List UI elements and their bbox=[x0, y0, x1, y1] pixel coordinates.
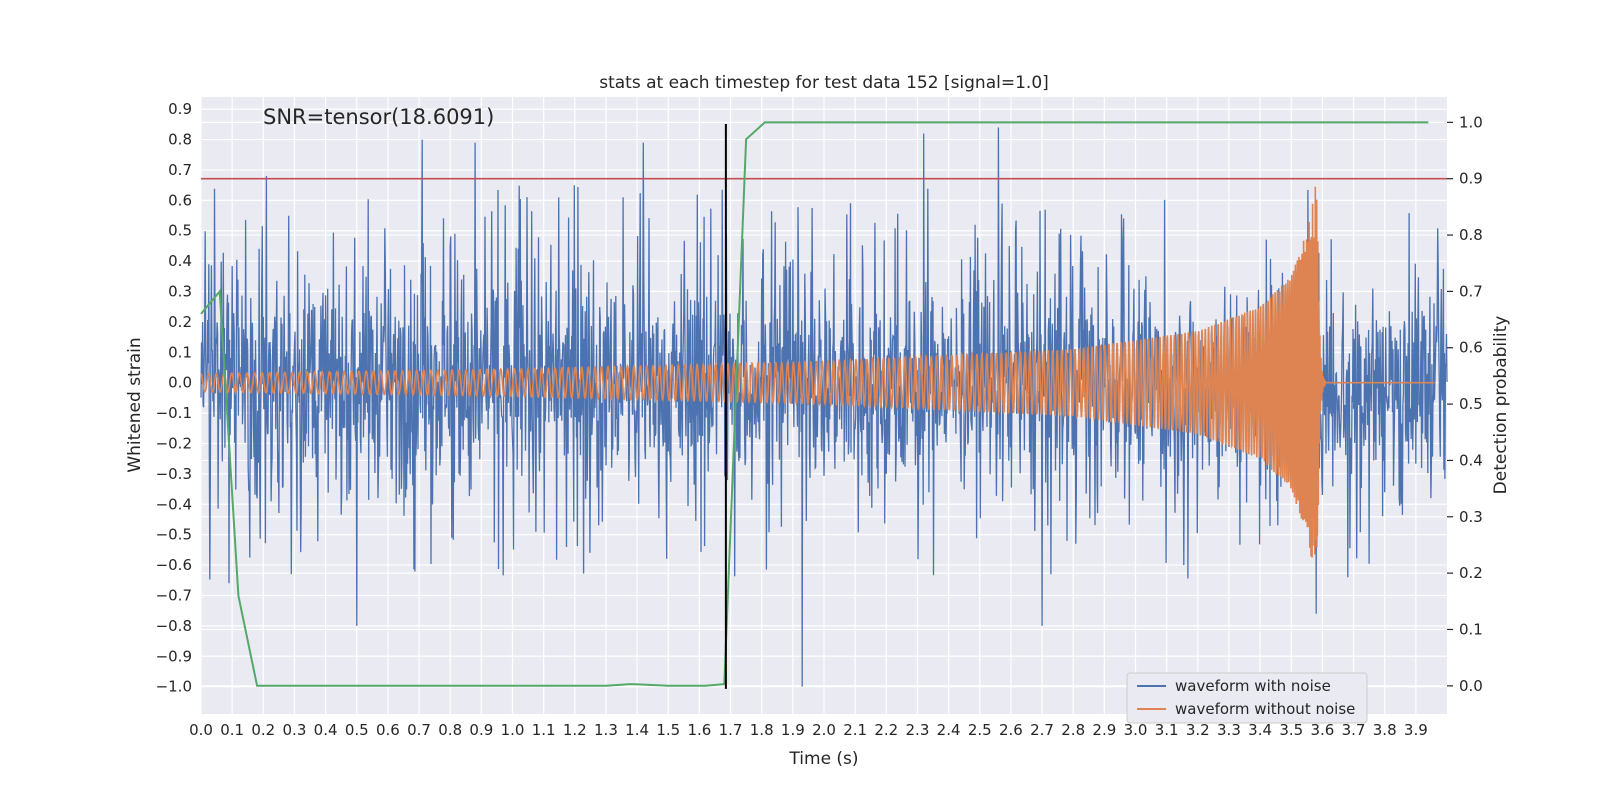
x-tick-label: 0.6 bbox=[376, 721, 400, 739]
x-tick-label: 0.7 bbox=[407, 721, 431, 739]
legend: waveform with noise waveform without noi… bbox=[1126, 672, 1368, 724]
y-tick-label: 0.5 bbox=[168, 222, 192, 240]
x-tick-label: 1.7 bbox=[719, 721, 743, 739]
x-tick-label: 1.2 bbox=[563, 721, 587, 739]
x-tick-label: 0.5 bbox=[345, 721, 369, 739]
y-tick-label: −0.8 bbox=[156, 617, 192, 635]
y-tick-label: 0.7 bbox=[168, 161, 192, 179]
y-tick-label: −0.9 bbox=[156, 647, 192, 665]
series-waveform-without-noise bbox=[200, 186, 1435, 558]
x-tick-label: 0.9 bbox=[469, 721, 493, 739]
x-tick-label: 2.1 bbox=[843, 721, 867, 739]
y-tick-label: −0.4 bbox=[156, 495, 192, 513]
x-tick-label: 1.1 bbox=[532, 721, 556, 739]
x-tick-label: 0.1 bbox=[220, 721, 244, 739]
x-tick-label: 1.5 bbox=[656, 721, 680, 739]
x-tick-label: 3.9 bbox=[1404, 721, 1428, 739]
y2-tick-label: 0.9 bbox=[1459, 170, 1483, 188]
x-tick-label: 3.5 bbox=[1279, 721, 1303, 739]
y2-tick-label: 0.6 bbox=[1459, 339, 1483, 357]
x-axis-label: Time (s) bbox=[788, 749, 858, 769]
y-tick-label: −0.5 bbox=[156, 526, 192, 544]
y-tick-label: −0.2 bbox=[156, 434, 192, 452]
x-tick-label: 2.4 bbox=[937, 721, 961, 739]
x-tick-label: 1.6 bbox=[687, 721, 711, 739]
x-tick-label: 0.3 bbox=[283, 721, 307, 739]
y-tick-label: −1.0 bbox=[156, 678, 192, 696]
x-tick-label: 3.0 bbox=[1124, 721, 1148, 739]
chart-title: stats at each timestep for test data 152… bbox=[599, 73, 1049, 93]
y2-tick-label: 0.7 bbox=[1459, 282, 1483, 300]
x-tick-label: 0.0 bbox=[189, 721, 213, 739]
x-tick-label: 0.4 bbox=[314, 721, 338, 739]
y-axis-ticks: 0.9 0.8 0.7 0.6 0.5 0.4 0.3 0.2 0.1 0.0 −0.1 −0.2 −0… bbox=[156, 100, 192, 695]
x-tick-label: 2.2 bbox=[874, 721, 898, 739]
x-tick-label: 3.1 bbox=[1155, 721, 1179, 739]
x-tick-label: 3.3 bbox=[1217, 721, 1241, 739]
x-tick-label: 2.3 bbox=[906, 721, 930, 739]
y-tick-label: −0.7 bbox=[156, 586, 192, 604]
y2-tick-label: 0.2 bbox=[1459, 564, 1483, 582]
y-tick-label: 0.4 bbox=[168, 252, 192, 270]
y-tick-label: 0.6 bbox=[168, 191, 192, 209]
x-tick-label: 2.9 bbox=[1092, 721, 1116, 739]
x-tick-label: 3.4 bbox=[1248, 721, 1272, 739]
x-tick-label: 2.5 bbox=[968, 721, 992, 739]
x-tick-label: 1.9 bbox=[781, 721, 805, 739]
y2-tick-label: 0.1 bbox=[1459, 620, 1483, 638]
snr-annotation: SNR=tensor(18.6091) bbox=[263, 105, 494, 129]
x-tick-label: 0.2 bbox=[251, 721, 275, 739]
y-tick-label: 0.9 bbox=[168, 100, 192, 118]
x-tick-label: 1.8 bbox=[750, 721, 774, 739]
x-tick-label: 1.4 bbox=[625, 721, 649, 739]
x-tick-label: 2.0 bbox=[812, 721, 836, 739]
overlays bbox=[200, 121, 1447, 689]
y-tick-label: 0.8 bbox=[168, 131, 192, 149]
detection-probability-line bbox=[200, 121, 1429, 687]
x-tick-label: 1.0 bbox=[501, 721, 525, 739]
y2-tick-label: 0.8 bbox=[1459, 226, 1483, 244]
y-tick-label: 0.1 bbox=[168, 343, 192, 361]
x-axis-ticks: 0.0 0.1 0.2 0.3 0.4 0.5 0.6 0.7 0.8 0.9 1.0 1.1 1.2 1… bbox=[189, 721, 1428, 739]
x-tick-label: 2.7 bbox=[1030, 721, 1054, 739]
y2-tick-label: 1.0 bbox=[1459, 113, 1483, 131]
y2-axis-ticks: 1.0 0.9 0.8 0.7 0.6 0.5 0.4 0.3 0.2 0.1 0.0 bbox=[1447, 113, 1483, 695]
x-tick-label: 0.8 bbox=[438, 721, 462, 739]
legend-label-noise: waveform with noise bbox=[1175, 677, 1331, 695]
y2-tick-label: 0.0 bbox=[1459, 677, 1483, 695]
y-tick-label: 0.0 bbox=[168, 374, 192, 392]
x-tick-label: 3.8 bbox=[1373, 721, 1397, 739]
x-tick-label: 3.7 bbox=[1342, 721, 1366, 739]
y-tick-label: 0.3 bbox=[168, 283, 192, 301]
x-tick-label: 1.3 bbox=[594, 721, 618, 739]
x-tick-label: 2.8 bbox=[1061, 721, 1085, 739]
y2-tick-label: 0.3 bbox=[1459, 508, 1483, 526]
x-tick-label: 3.6 bbox=[1310, 721, 1334, 739]
y-axis-label: Whitened strain bbox=[125, 337, 145, 472]
x-tick-label: 3.2 bbox=[1186, 721, 1210, 739]
legend-label-no-noise: waveform without noise bbox=[1175, 700, 1355, 718]
waveform-without-noise-line bbox=[200, 186, 1435, 558]
y-tick-label: −0.3 bbox=[156, 465, 192, 483]
legend-box bbox=[1126, 672, 1368, 724]
y2-tick-label: 0.4 bbox=[1459, 451, 1483, 469]
y2-tick-label: 0.5 bbox=[1459, 395, 1483, 413]
x-tick-label: 2.6 bbox=[999, 721, 1023, 739]
y-tick-label: 0.2 bbox=[168, 313, 192, 331]
y-tick-label: −0.1 bbox=[156, 404, 192, 422]
y-tick-label: −0.6 bbox=[156, 556, 192, 574]
y2-axis-label: Detection probability bbox=[1491, 316, 1511, 495]
